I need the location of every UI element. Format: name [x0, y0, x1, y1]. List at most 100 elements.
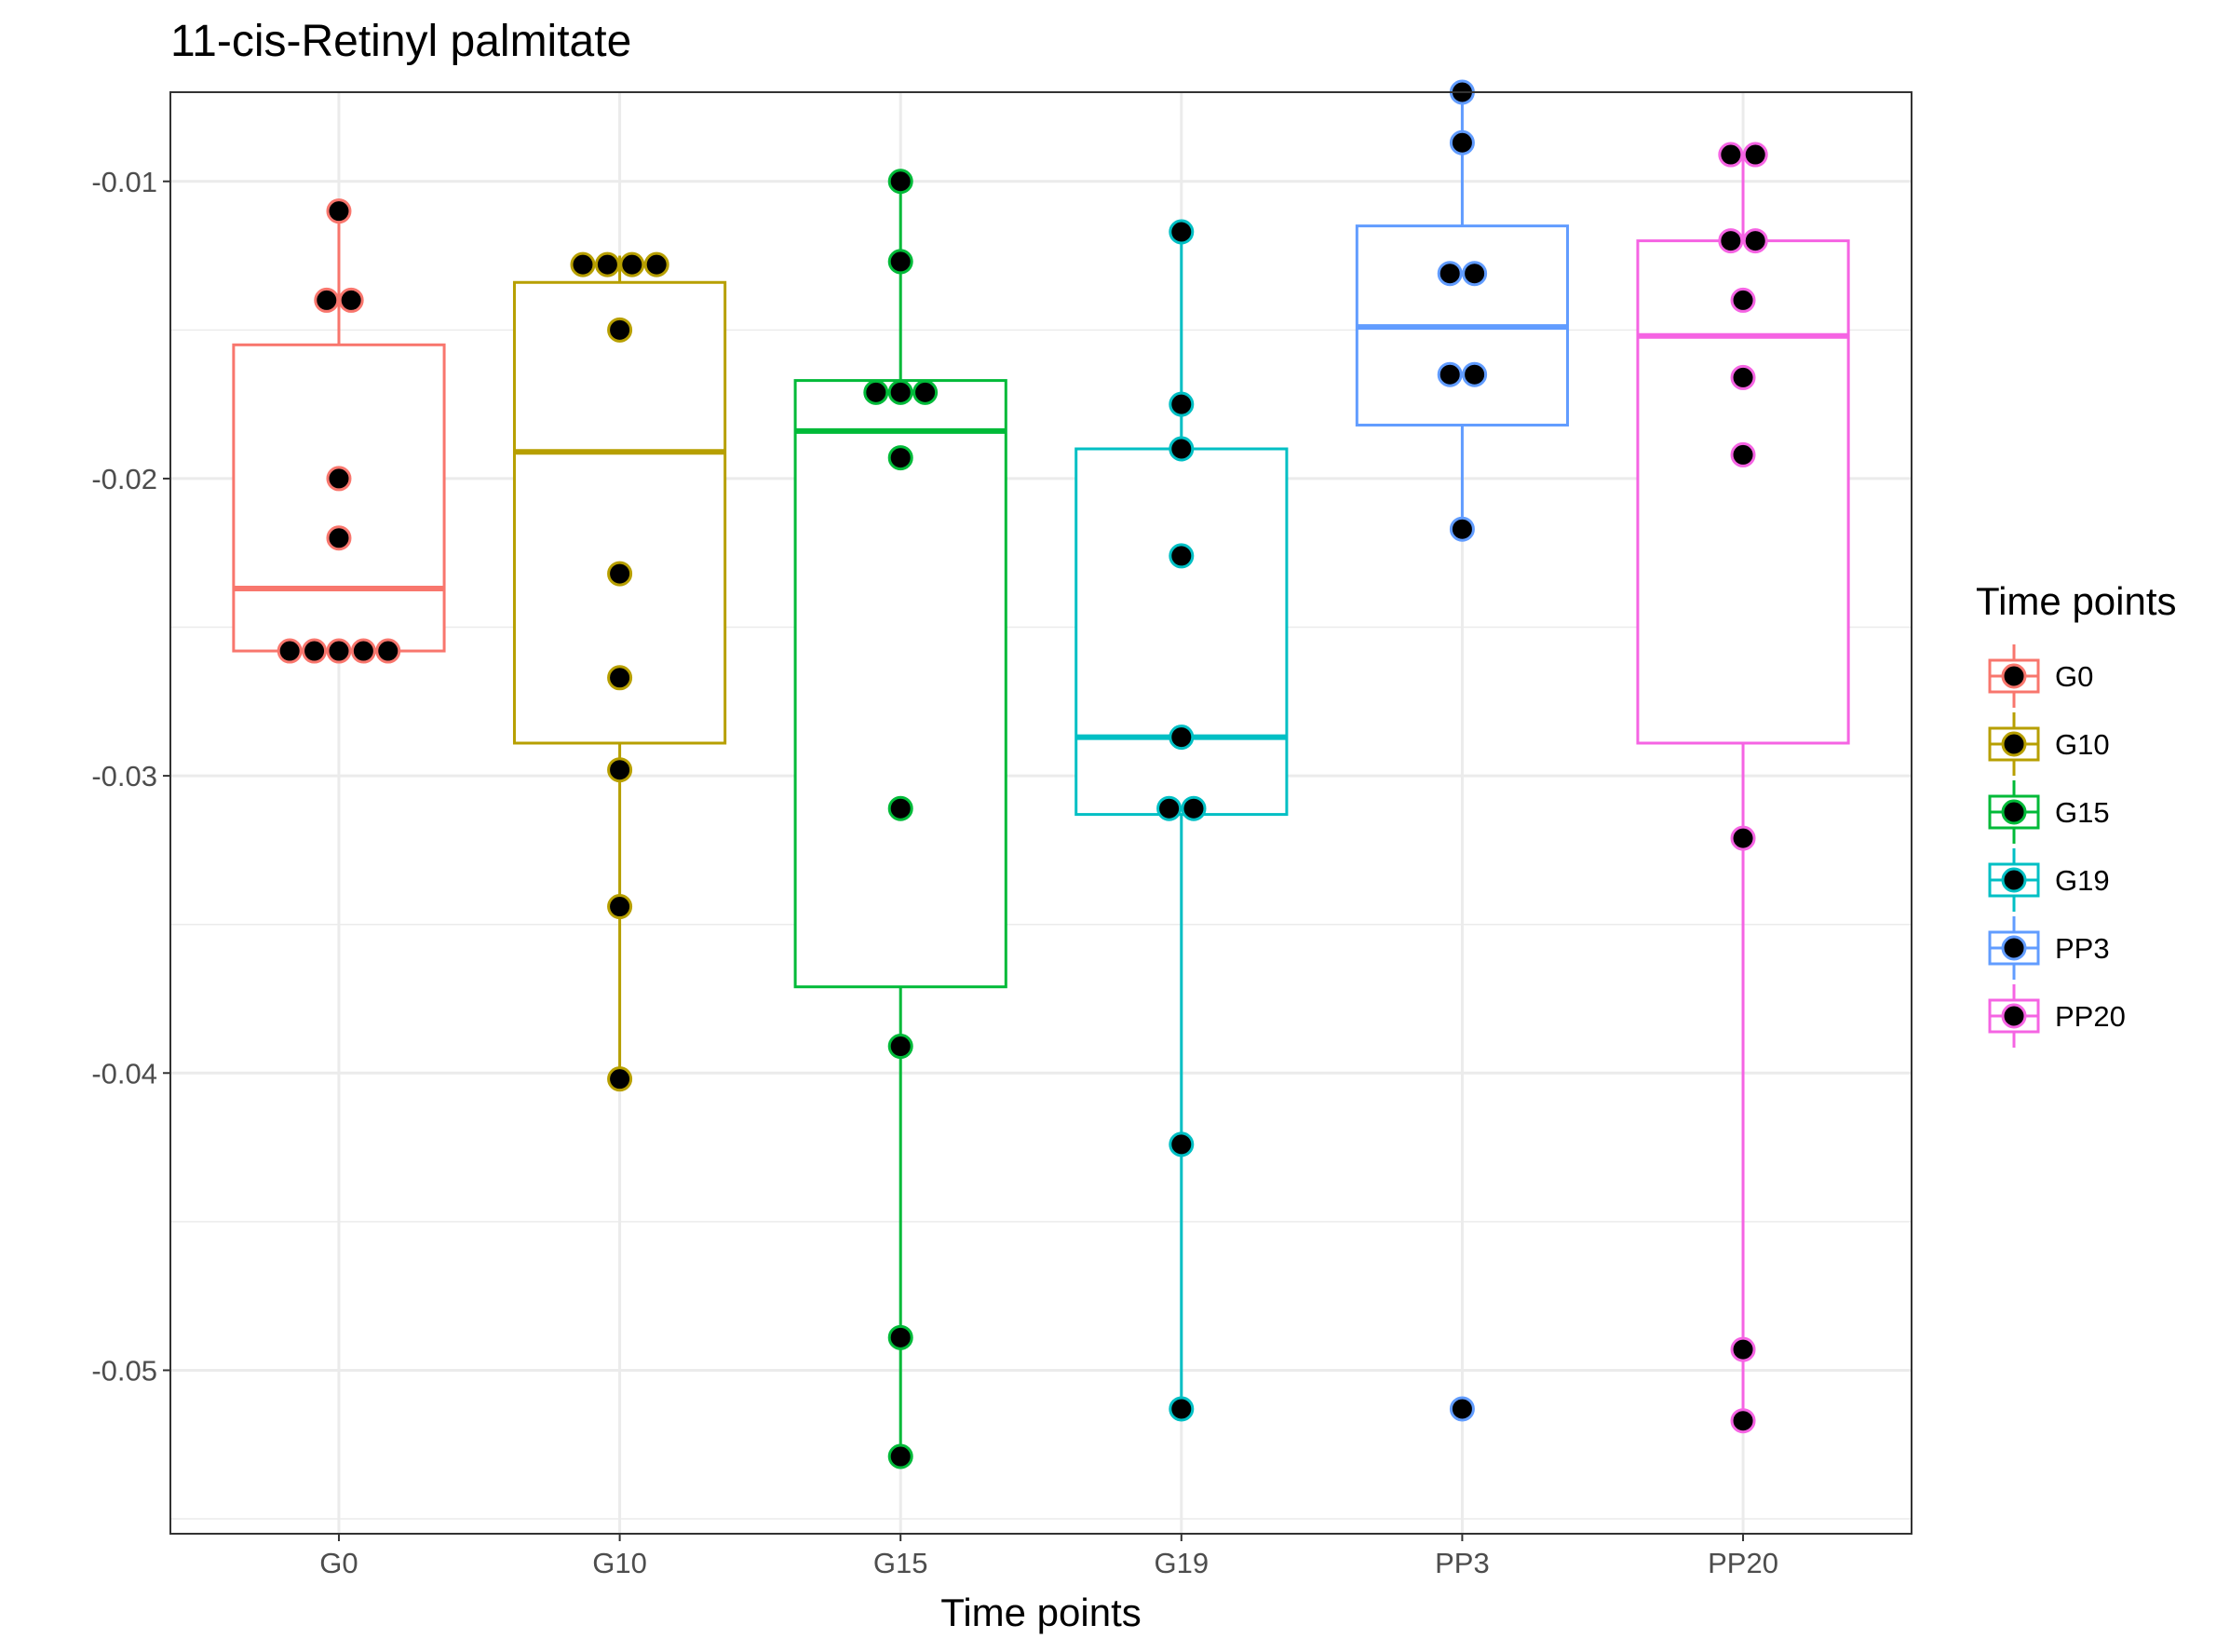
data-point [1437, 261, 1463, 287]
y-tick-label: -0.04 [91, 1057, 157, 1090]
data-point [607, 317, 633, 343]
data-point [887, 1034, 913, 1060]
legend-key-point [2001, 867, 2027, 893]
data-point [570, 251, 596, 278]
data-point [887, 1324, 913, 1350]
y-tick-label: -0.01 [91, 166, 157, 198]
points-g10 [570, 251, 669, 1092]
points-g15 [863, 169, 939, 1469]
data-point [1181, 795, 1207, 821]
legend-label: PP20 [2055, 1000, 2126, 1033]
data-point [1730, 441, 1756, 467]
legend-item-pp20: PP20 [1988, 984, 2126, 1048]
plot-panel [169, 79, 1912, 1535]
data-point [607, 757, 633, 783]
data-point [1169, 436, 1195, 462]
x-tick-label: G10 [592, 1547, 647, 1579]
box-body [232, 343, 446, 653]
data-point [350, 638, 376, 664]
legend-item-g15: G15 [1988, 780, 2110, 844]
box-g0 [232, 210, 446, 653]
data-point [607, 894, 633, 920]
legend-key-point [2001, 731, 2027, 757]
x-tick-label: G0 [319, 1547, 358, 1579]
legend-item-g0: G0 [1988, 644, 2093, 708]
data-point [912, 379, 939, 405]
x-tick-label: PP3 [1435, 1547, 1490, 1579]
data-point [887, 379, 913, 405]
data-point [619, 251, 645, 278]
data-point [1449, 129, 1475, 156]
legend-label: G15 [2055, 796, 2110, 829]
data-point [375, 638, 401, 664]
data-point [887, 249, 913, 275]
x-axis-title: Time points [940, 1591, 1142, 1634]
x-axis: G0 G10 G15 G19 PP3 PP20 [319, 1534, 1778, 1579]
y-tick-label: -0.02 [91, 463, 157, 495]
y-axis: -0.05 -0.04 -0.03 -0.02 -0.01 [91, 166, 170, 1387]
data-point [1169, 1131, 1195, 1158]
data-point [277, 638, 303, 664]
legend-key-point [2001, 935, 2027, 961]
data-point [1169, 1396, 1195, 1422]
data-point [1730, 287, 1756, 313]
data-point [607, 1066, 633, 1092]
legend-item-pp3: PP3 [1988, 916, 2110, 980]
legend-key-point [2001, 1003, 2027, 1029]
legend-keys: G0 G10 G15 G19 PP3 PP20 [1988, 644, 2126, 1048]
data-point [1169, 543, 1195, 569]
points-pp3 [1437, 79, 1488, 1422]
data-point [1449, 1396, 1475, 1422]
legend-label: G0 [2055, 660, 2093, 693]
data-point [1169, 391, 1195, 417]
legend-item-g19: G19 [1988, 848, 2110, 912]
data-point [1437, 361, 1463, 387]
box-g15 [793, 181, 1007, 1457]
legend: Time points G0 G10 G15 G19 PP3 PP20 [1976, 579, 2177, 1048]
legend-item-g10: G10 [1988, 712, 2110, 776]
data-point [302, 638, 328, 664]
x-tick-label: G19 [1155, 1547, 1210, 1579]
data-point [326, 525, 352, 551]
panel-border [169, 91, 1912, 1535]
data-point [887, 795, 913, 821]
point-layer [277, 79, 1768, 1469]
points-g19 [1156, 219, 1207, 1422]
data-point [607, 561, 633, 587]
data-point [1742, 228, 1768, 254]
data-point [1730, 825, 1756, 851]
data-point [338, 287, 364, 313]
data-point [887, 1443, 913, 1469]
panel-background [170, 92, 1912, 1534]
box-body [1636, 239, 1850, 745]
legend-label: PP3 [2055, 932, 2110, 965]
box-pp20 [1636, 155, 1850, 1421]
data-point [643, 251, 669, 278]
y-tick-label: -0.03 [91, 760, 157, 792]
data-point [326, 466, 352, 492]
data-point [1449, 516, 1475, 542]
data-point [607, 665, 633, 691]
data-point [1156, 795, 1183, 821]
box-body [1074, 447, 1289, 817]
data-point [1730, 1408, 1756, 1434]
data-point [1169, 724, 1195, 751]
x-tick-label: G15 [873, 1547, 928, 1579]
data-point [326, 638, 352, 664]
data-point [1730, 364, 1756, 390]
data-point [1169, 219, 1195, 245]
y-tick-label: -0.05 [91, 1354, 157, 1387]
data-point [594, 251, 620, 278]
chart-title: 11-cis-Retinyl palmitate [170, 17, 631, 66]
box-series-layer [232, 92, 1850, 1457]
data-point [1462, 261, 1488, 287]
data-point [863, 379, 889, 405]
data-point [326, 198, 352, 224]
data-point [314, 287, 340, 313]
points-g0 [277, 198, 401, 664]
legend-key-point [2001, 663, 2027, 689]
legend-label: G10 [2055, 728, 2110, 761]
x-tick-label: PP20 [1708, 1547, 1778, 1579]
data-point [1718, 228, 1744, 254]
